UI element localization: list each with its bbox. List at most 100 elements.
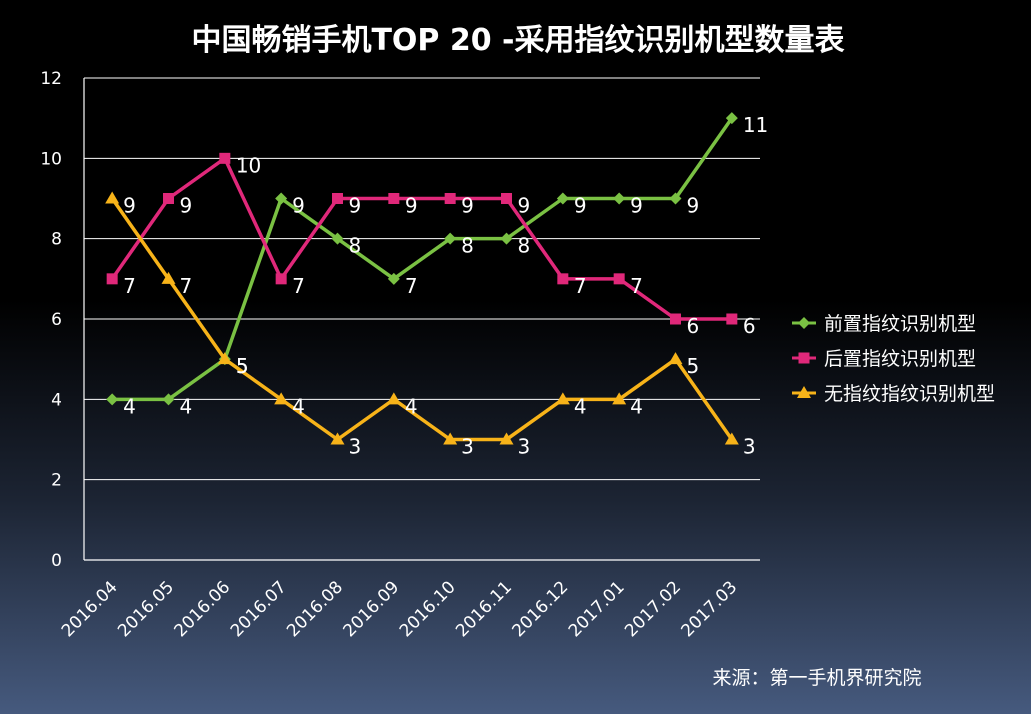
y-tick-label: 2: [51, 471, 62, 491]
data-point: [557, 273, 569, 285]
data-point: [612, 392, 627, 405]
data-point: [219, 152, 231, 164]
x-tick-label: 2016.06: [171, 577, 235, 641]
data-point: [444, 232, 457, 245]
data-point: [162, 393, 175, 406]
data-point: [274, 392, 289, 405]
x-tick-label: 2016.11: [452, 577, 516, 641]
data-point: [499, 432, 514, 445]
data-label: 4: [292, 394, 305, 418]
data-label: 6: [743, 314, 756, 338]
data-point: [161, 271, 176, 284]
y-tick-label: 10: [40, 149, 62, 169]
y-tick-label: 6: [51, 310, 62, 330]
data-point: [798, 317, 810, 329]
data-point: [725, 112, 738, 125]
data-label: 7: [123, 274, 136, 298]
series-line: [110, 156, 732, 321]
data-point: [798, 352, 810, 364]
data-label: 9: [687, 194, 700, 218]
x-tick-label: 2016.07: [227, 577, 291, 641]
data-label: 9: [349, 194, 362, 218]
data-label: 3: [743, 435, 756, 459]
data-point: [106, 393, 119, 406]
data-point: [330, 432, 345, 445]
data-label: 7: [180, 274, 193, 298]
data-label: 7: [405, 274, 418, 298]
data-label: 5: [687, 354, 700, 378]
data-point: [501, 193, 512, 204]
y-tick-label: 8: [51, 230, 62, 250]
data-point: [670, 313, 681, 325]
data-point: [331, 232, 344, 245]
data-point: [388, 193, 400, 204]
legend-entry: 后置指纹识别机型: [824, 348, 976, 370]
data-point: [163, 193, 174, 204]
data-point: [555, 392, 570, 405]
data-label: 7: [574, 274, 587, 298]
data-point: [556, 192, 569, 205]
data-label: 4: [630, 394, 643, 418]
y-tick-label: 4: [51, 390, 62, 410]
data-point: [668, 352, 683, 365]
data-point: [332, 193, 343, 204]
data-label: 7: [292, 274, 305, 298]
data-point: [105, 191, 120, 204]
data-point: [669, 192, 682, 205]
data-label: 9: [574, 194, 587, 218]
x-tick-label: 2016.12: [509, 577, 573, 641]
data-label: 5: [236, 354, 249, 378]
x-tick-label: 2016.10: [396, 577, 460, 641]
data-label: 9: [630, 194, 643, 218]
chart-title: 中国畅销手机TOP 20 -采用指纹识别机型数量表: [191, 23, 844, 58]
data-point: [613, 273, 625, 285]
data-label: 11: [743, 113, 768, 137]
data-label: 4: [180, 394, 193, 418]
data-point: [387, 272, 400, 285]
data-label: 3: [349, 435, 362, 459]
data-label: 4: [123, 394, 136, 418]
data-label: 3: [461, 435, 474, 459]
data-label: 9: [180, 194, 193, 218]
x-tick-label: 2016.09: [340, 577, 404, 641]
data-point: [275, 192, 288, 205]
x-tick-label: 2017.03: [678, 577, 742, 641]
data-point: [106, 273, 118, 285]
data-label: 7: [630, 274, 643, 298]
y-tick-label: 0: [51, 551, 62, 571]
data-label: 9: [405, 194, 418, 218]
data-label: 6: [687, 314, 700, 338]
data-label: 8: [461, 234, 474, 258]
x-tick-label: 2017.02: [621, 577, 685, 641]
data-label: 10: [236, 153, 261, 177]
data-label: 5: [236, 354, 249, 378]
data-label: 4: [405, 394, 418, 418]
data-point: [797, 386, 811, 398]
data-label: 9: [123, 194, 136, 218]
data-point: [386, 392, 401, 405]
data-point: [613, 192, 626, 205]
data-point: [443, 432, 458, 445]
source-note: 来源：第一手机界研究院: [712, 667, 921, 689]
data-point: [444, 193, 456, 204]
data-label: 9: [292, 194, 305, 218]
series-line: [110, 197, 734, 442]
data-point: [724, 432, 739, 445]
series-line: [112, 117, 734, 402]
data-point: [500, 232, 513, 245]
data-point: [275, 273, 287, 285]
data-label: 9: [461, 194, 474, 218]
data-label: 8: [349, 234, 362, 258]
data-label: 8: [518, 234, 531, 258]
data-point: [217, 352, 232, 365]
data-label: 3: [518, 435, 531, 459]
x-tick-label: 2016.04: [58, 577, 122, 641]
data-label: 4: [574, 394, 587, 418]
data-point: [726, 313, 738, 325]
x-tick-label: 2017.01: [565, 577, 629, 641]
x-tick-label: 2016.08: [283, 577, 347, 641]
legend-entry: 前置指纹识别机型: [824, 313, 976, 335]
legend-entry: 无指纹指纹识别机型: [824, 383, 995, 405]
data-label: 9: [518, 194, 531, 218]
